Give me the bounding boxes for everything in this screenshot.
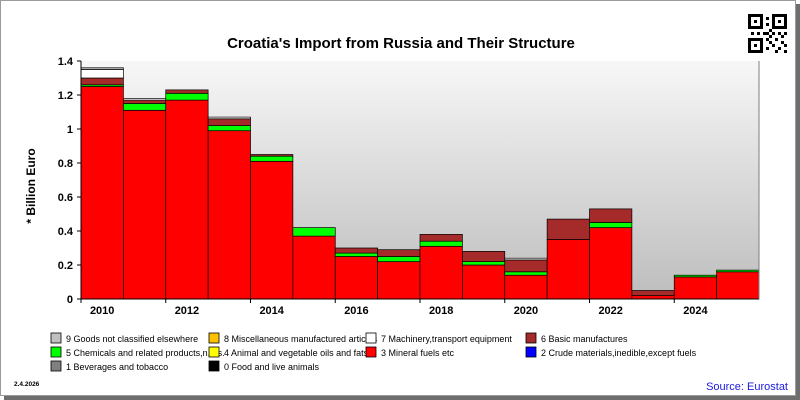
bar-segment-2018-series-6 <box>419 234 463 242</box>
y-tick-label: 1 <box>67 124 73 136</box>
bar-segment-2012-series-5 <box>165 92 209 101</box>
bar-segment-2020-series-3 <box>504 274 548 300</box>
x-tick-label: 2022 <box>598 305 622 317</box>
chart: Croatia's Import from Russia and Their S… <box>14 14 788 393</box>
bar-segment-2020-series-6 <box>504 259 548 273</box>
legend-label: 5 Chemicals and related products,n.e.s. <box>66 348 225 358</box>
bar-segment-2018-series-5 <box>419 240 463 247</box>
legend-label: 8 Miscellaneous manufactured articles <box>224 334 378 344</box>
bar-segment-2015-series-5 <box>292 227 336 237</box>
x-tick-label: 2018 <box>429 305 453 317</box>
bar-segment-2019-series-5 <box>462 261 506 266</box>
bar-segment-2020-series-5 <box>504 271 548 276</box>
legend-label: 7 Machinery,transport equipment <box>381 334 512 344</box>
bar-segment-2016-series-5 <box>334 252 378 257</box>
legend-label: 9 Goods not classified elsewhere <box>66 334 198 344</box>
bar-segment-2024-series-3 <box>673 276 717 300</box>
y-tick-label: 0.2 <box>58 260 73 272</box>
bar-segment-2017-series-6 <box>377 249 421 257</box>
legend-swatch <box>50 346 62 358</box>
y-tick-label: 1.2 <box>58 90 73 102</box>
bar-segment-2021-series-6 <box>546 218 590 240</box>
bar-segment-2010-series-9 <box>80 67 124 70</box>
source-label: Source: Eurostat <box>706 381 788 393</box>
x-axis: 2010 2012 2014 2016 2018 2020 2022 2024 <box>80 299 709 317</box>
bars <box>80 67 760 300</box>
legend-swatch <box>50 332 62 344</box>
bar-segment-2021-series-3 <box>546 239 590 300</box>
legend-label: 6 Basic manufactures <box>541 334 628 344</box>
bar-segment-2023-series-6 <box>631 290 675 296</box>
bar-segment-2013-series-6 <box>207 118 251 126</box>
bar-segment-2025-series-5 <box>716 269 760 273</box>
legend-label: 4 Animal and vegetable oils and fats <box>224 348 369 358</box>
bar-segment-2023-series-3 <box>631 295 675 300</box>
bar-segment-2013-series-7 <box>207 116 251 120</box>
x-tick-label: 2016 <box>344 305 368 317</box>
bar-segment-2011-series-6 <box>123 99 167 104</box>
legend-swatch <box>365 332 377 344</box>
bar-segment-2022-series-3 <box>589 227 633 300</box>
x-tick-label: 2012 <box>175 305 199 317</box>
qr-code-icon <box>748 14 787 53</box>
bar-segment-2019-series-3 <box>462 264 506 300</box>
y-tick-label: 1.4 <box>58 56 74 68</box>
x-tick-label: 2024 <box>683 305 708 317</box>
bar-segment-2013-series-3 <box>207 130 251 300</box>
bar-segment-2011-series-3 <box>123 109 167 300</box>
legend-swatch <box>525 332 537 344</box>
bar-segment-2016-series-6 <box>334 247 378 254</box>
bar-segment-2018-series-3 <box>419 245 463 300</box>
legend-swatch <box>208 332 220 344</box>
date-label: 2.4.2026 <box>14 381 40 388</box>
y-axis-label: * Billion Euro <box>24 148 38 223</box>
legend-swatch <box>365 346 377 358</box>
y-tick-label: 0.8 <box>58 158 73 170</box>
legend-swatch <box>208 346 220 358</box>
x-tick-label: 2010 <box>90 305 114 317</box>
bar-segment-2017-series-5 <box>377 256 421 262</box>
bar-segment-2014-series-3 <box>250 160 294 300</box>
y-tick-label: 0.6 <box>58 192 73 204</box>
bar-segment-2019-series-6 <box>462 251 506 262</box>
bar-segment-2015-series-3 <box>292 235 336 300</box>
chart-title: Croatia's Import from Russia and Their S… <box>227 35 575 52</box>
bar-segment-2022-series-5 <box>589 222 633 228</box>
y-axis: 0 0.2 0.4 0.6 0.8 1 1.2 1.4 <box>58 56 81 306</box>
bar-segment-2012-series-6 <box>165 89 209 94</box>
bar-segment-2012-series-3 <box>165 99 209 300</box>
bar-segment-2024-series-5 <box>673 274 717 278</box>
legend-label: 1 Beverages and tobacco <box>66 362 168 372</box>
y-tick-label: 0 <box>67 294 73 306</box>
bar-segment-2020-series-7 <box>504 257 548 261</box>
bar-segment-2013-series-5 <box>207 125 251 132</box>
x-tick-label: 2014 <box>259 305 284 317</box>
bar-segment-2010-series-7 <box>80 69 124 79</box>
bar-segment-2014-series-6 <box>250 154 294 157</box>
legend-swatch <box>525 346 537 358</box>
bar-segment-2011-series-5 <box>123 103 167 111</box>
y-tick-label: 0.4 <box>58 226 74 238</box>
bar-segment-2010-series-3 <box>80 86 124 300</box>
bar-segment-2010-series-6 <box>80 77 124 86</box>
bar-segment-2011-series-7 <box>123 98 167 101</box>
bar-segment-2017-series-3 <box>377 261 421 300</box>
legend-swatch <box>50 360 62 372</box>
legend: 9 Goods not classified elsewhere 8 Miscel… <box>50 332 697 372</box>
legend-label: 2 Crude materials,inedible,except fuels <box>541 348 697 358</box>
bar-segment-2014-series-5 <box>250 155 294 162</box>
bar-segment-2022-series-6 <box>589 208 633 223</box>
legend-swatch <box>208 360 220 372</box>
bar-segment-2025-series-3 <box>716 271 760 300</box>
x-tick-label: 2020 <box>514 305 538 317</box>
legend-label: 0 Food and live animals <box>224 362 320 372</box>
legend-label: 3 Mineral fuels etc <box>381 348 455 358</box>
bar-segment-2016-series-3 <box>334 256 378 300</box>
